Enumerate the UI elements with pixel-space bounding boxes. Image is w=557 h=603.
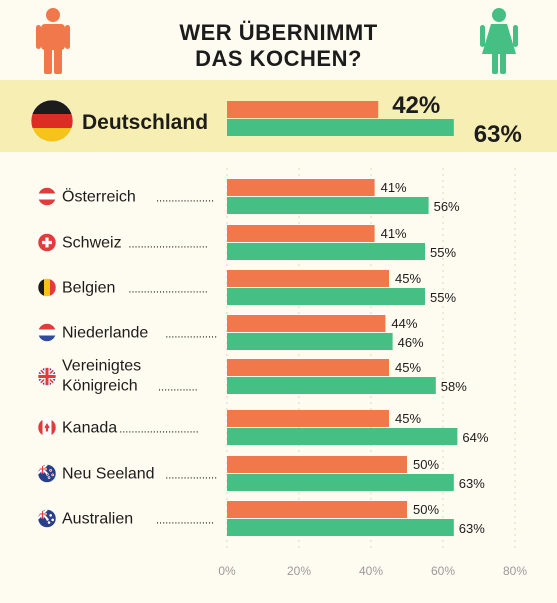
bar-women (227, 377, 436, 394)
x-tick-label: 0% (218, 564, 236, 578)
value-label-men: 41% (381, 180, 407, 195)
country-label: Kanada (62, 420, 117, 437)
title-line-2: DAS KOCHEN? (195, 46, 362, 71)
bar-women (227, 197, 429, 214)
leader-dots: .......................... (128, 239, 207, 251)
bar-men (227, 315, 386, 332)
male-person-icon (36, 8, 70, 74)
value-label-men: 45% (395, 271, 421, 286)
female-person-icon (480, 8, 518, 74)
value-label-women: 63% (459, 476, 485, 491)
chart-title: WER ÜBERNIMMT DAS KOCHEN? (120, 20, 437, 72)
x-tick-label: 80% (503, 564, 527, 578)
germany-flag-icon (30, 99, 74, 143)
value-label-men: 41% (381, 226, 407, 241)
leader-dots: ................... (156, 193, 214, 205)
bar-men (227, 225, 375, 242)
country-label: Niederlande (62, 325, 148, 342)
value-label-men: 44% (391, 316, 417, 331)
value-label-women: 55% (430, 245, 456, 260)
country-label-line-1: Vereinigtes (62, 358, 141, 375)
bar-men (227, 179, 375, 196)
leader-dots: ................... (156, 515, 214, 527)
value-label-women: 63% (459, 521, 485, 536)
value-label-men: 50% (413, 502, 439, 517)
netherlands-flag-icon (37, 323, 57, 342)
value-label-men: 50% (413, 457, 439, 472)
bar-women (227, 288, 425, 305)
value-label-women-highlight: 63% (474, 121, 522, 148)
leader-dots: ............. (158, 382, 198, 394)
bar-women (227, 519, 454, 536)
bar-men-highlight (227, 101, 379, 118)
bar-men (227, 359, 389, 376)
switzerland-flag-icon (37, 233, 57, 252)
leader-dots: ................. (165, 470, 217, 482)
country-label: Schweiz (62, 235, 122, 252)
bar-women-highlight (227, 119, 454, 136)
uk-flag-icon (37, 367, 57, 386)
bar-men (227, 270, 389, 287)
canada-flag-icon (37, 418, 57, 437)
new-zealand-flag-icon (37, 464, 57, 483)
bar-women (227, 243, 425, 260)
country-label: Australien (62, 511, 133, 528)
bar-men (227, 501, 407, 518)
value-label-women: 58% (441, 379, 467, 394)
country-label-highlight: Deutschland (82, 111, 208, 134)
leader-dots: .......................... (119, 424, 198, 436)
x-tick-label: 60% (431, 564, 455, 578)
bar-women (227, 333, 393, 350)
bar-women (227, 474, 454, 491)
value-label-women: 46% (398, 335, 424, 350)
x-tick-label: 40% (359, 564, 383, 578)
value-label-women: 55% (430, 290, 456, 305)
austria-flag-icon (37, 187, 57, 206)
country-label: Österreich (62, 188, 136, 206)
australia-flag-icon (37, 509, 57, 528)
value-label-women: 64% (462, 430, 488, 445)
value-label-men: 45% (395, 360, 421, 375)
title-line-1: WER ÜBERNIMMT (179, 20, 378, 45)
country-label: Neu Seeland (62, 466, 155, 483)
bar-men (227, 410, 389, 427)
leader-dots: ................. (165, 329, 217, 341)
country-label: Belgien (62, 280, 115, 297)
belgium-flag-icon (37, 278, 57, 297)
value-label-men-highlight: 42% (392, 92, 440, 119)
bar-women (227, 428, 458, 445)
value-label-men: 45% (395, 411, 421, 426)
leader-dots: .......................... (128, 284, 207, 296)
country-label-line-2: Königreich (62, 378, 138, 395)
bar-men (227, 456, 407, 473)
x-tick-label: 20% (287, 564, 311, 578)
value-label-women: 56% (434, 199, 460, 214)
